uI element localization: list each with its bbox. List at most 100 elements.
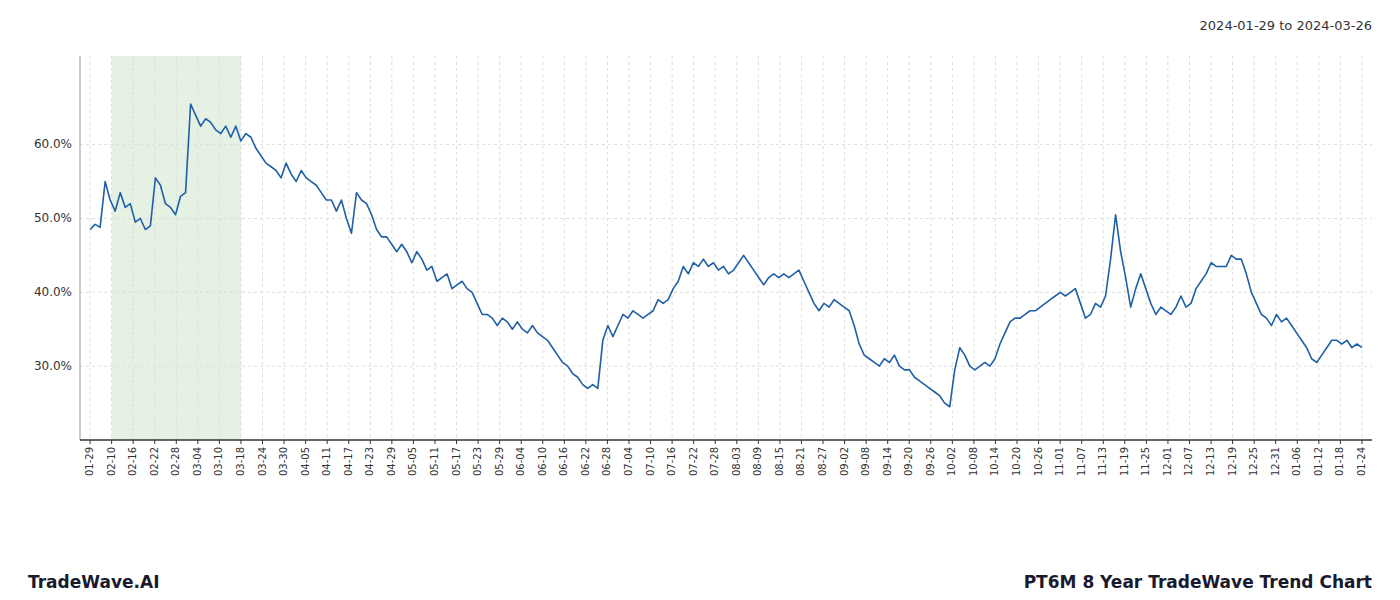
x-tick-label: 05-05 xyxy=(407,447,418,476)
x-tick xyxy=(327,440,328,444)
x-tick xyxy=(478,440,479,444)
x-tick xyxy=(154,440,155,444)
grid-line-x xyxy=(1275,56,1276,440)
x-tick-label: 07-16 xyxy=(666,447,677,476)
x-tick-label: 04-05 xyxy=(300,447,311,476)
x-tick-label: 09-08 xyxy=(860,447,871,476)
x-tick-label: 05-29 xyxy=(494,447,505,476)
x-tick-label: 07-04 xyxy=(623,447,634,476)
grid-line-y xyxy=(80,292,1372,293)
grid-line-x xyxy=(197,56,198,440)
x-tick xyxy=(952,440,953,444)
x-tick xyxy=(1167,440,1168,444)
grid-line-x xyxy=(1060,56,1061,440)
x-tick-label: 09-14 xyxy=(882,447,893,476)
x-axis-line xyxy=(80,439,1372,441)
grid-line-x xyxy=(1297,56,1298,440)
x-tick xyxy=(887,440,888,444)
x-tick-label: 01-24 xyxy=(1356,447,1367,476)
x-tick xyxy=(866,440,867,444)
grid-line-y xyxy=(80,366,1372,367)
x-tick-label: 11-13 xyxy=(1097,447,1108,476)
grid-line-x xyxy=(305,56,306,440)
x-tick xyxy=(521,440,522,444)
x-tick-label: 04-29 xyxy=(386,447,397,476)
x-tick-label: 01-06 xyxy=(1291,447,1302,476)
x-tick-label: 02-22 xyxy=(149,447,160,476)
x-tick xyxy=(930,440,931,444)
x-tick xyxy=(348,440,349,444)
x-tick-label: 09-20 xyxy=(903,447,914,476)
grid-line-x xyxy=(219,56,220,440)
x-tick xyxy=(90,440,91,444)
x-tick-label: 03-24 xyxy=(257,447,268,476)
x-tick xyxy=(413,440,414,444)
y-tick-label: 50.0% xyxy=(34,211,72,225)
axes: 30.0%40.0%50.0%60.0%01-2902-1002-1602-22… xyxy=(34,56,1372,476)
grid-line-x xyxy=(521,56,522,440)
x-tick xyxy=(758,440,759,444)
x-tick-label: 02-16 xyxy=(127,447,138,476)
grid-line-x xyxy=(1340,56,1341,440)
grid-line-x xyxy=(1167,56,1168,440)
grid-line-x xyxy=(973,56,974,440)
grid-line-x xyxy=(930,56,931,440)
x-tick xyxy=(973,440,974,444)
x-tick-label: 04-23 xyxy=(364,447,375,476)
grid-line-x xyxy=(564,56,565,440)
x-tick-label: 12-07 xyxy=(1183,447,1194,476)
x-tick-label: 07-28 xyxy=(709,447,720,476)
x-tick-label: 03-04 xyxy=(192,447,203,476)
x-tick-label: 11-25 xyxy=(1140,447,1151,476)
x-tick xyxy=(585,440,586,444)
subtitle: 2024-01-29 to 2024-03-26 xyxy=(1200,18,1372,33)
grid-line-x xyxy=(672,56,673,440)
plot-area xyxy=(80,56,1372,440)
x-tick-label: 10-20 xyxy=(1011,447,1022,476)
x-tick-label: 12-01 xyxy=(1162,447,1173,476)
x-tick-label: 07-22 xyxy=(688,447,699,476)
x-tick-label: 06-04 xyxy=(515,447,526,476)
grid-line-x xyxy=(736,56,737,440)
x-tick xyxy=(1103,440,1104,444)
grid-line-x xyxy=(284,56,285,440)
grid-line-x xyxy=(866,56,867,440)
grid-line-x xyxy=(585,56,586,440)
x-tick xyxy=(1189,440,1190,444)
x-tick xyxy=(499,440,500,444)
x-tick xyxy=(1254,440,1255,444)
x-tick-label: 08-15 xyxy=(774,447,785,476)
x-tick xyxy=(391,440,392,444)
x-tick xyxy=(779,440,780,444)
grid-line-x xyxy=(154,56,155,440)
x-tick xyxy=(262,440,263,444)
x-tick-label: 04-11 xyxy=(321,447,332,476)
x-tick-label: 05-17 xyxy=(451,447,462,476)
x-tick xyxy=(456,440,457,444)
x-tick xyxy=(823,440,824,444)
grid-line-x xyxy=(1146,56,1147,440)
x-tick-label: 08-21 xyxy=(795,447,806,476)
grid-line-x xyxy=(628,56,629,440)
grid-line-x xyxy=(844,56,845,440)
y-axis-line xyxy=(80,56,81,440)
x-tick xyxy=(1340,440,1341,444)
shaded-range xyxy=(112,56,241,440)
grid-line-x xyxy=(607,56,608,440)
grid-line-x xyxy=(779,56,780,440)
x-tick-label: 10-02 xyxy=(946,447,957,476)
x-tick-label: 10-26 xyxy=(1033,447,1044,476)
x-tick xyxy=(693,440,694,444)
x-tick xyxy=(1275,440,1276,444)
grid-line-x xyxy=(758,56,759,440)
grid-line-x xyxy=(240,56,241,440)
grid-line-x xyxy=(1361,56,1362,440)
x-tick-label: 11-19 xyxy=(1119,447,1130,476)
grid-line-x xyxy=(90,56,91,440)
trend-line xyxy=(90,104,1362,407)
grid-line-x xyxy=(542,56,543,440)
grid-line-x xyxy=(370,56,371,440)
x-tick xyxy=(542,440,543,444)
x-tick xyxy=(133,440,134,444)
grid-line-x xyxy=(909,56,910,440)
